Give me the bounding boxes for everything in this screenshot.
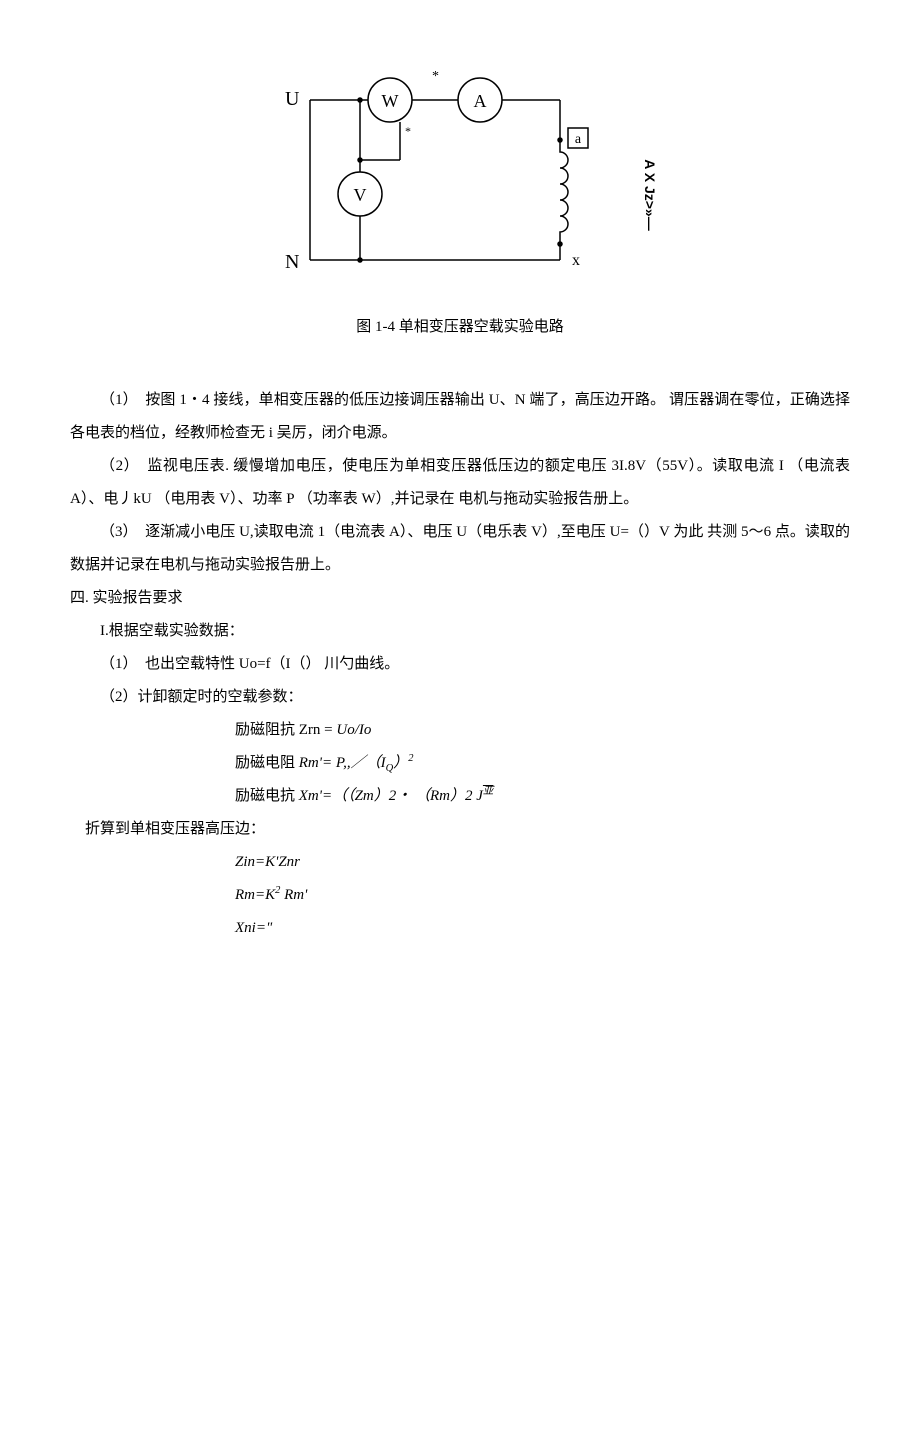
calc-line-2: 励磁电阻 Rm'= P,,／（IQ）2 (70, 747, 850, 780)
calc2-sup: 2 (408, 753, 413, 764)
label-A: A (474, 91, 487, 111)
sub-1b: （2）计卸额定时的空载参数： (70, 681, 850, 714)
calc2-label: 励磁电阻 (235, 755, 299, 771)
label-U: U (285, 88, 300, 110)
fold-line: 折算到单相变压器高压边： (70, 813, 850, 846)
calc-line-5: Rm=K2 Rm' (70, 879, 850, 912)
calc3-over: 亚 (483, 786, 494, 797)
calc1-label: 励磁阻抗 Zrn = (235, 722, 336, 738)
label-x: x (572, 252, 580, 269)
calc-line-6: Xni=" (70, 912, 850, 945)
paragraph-1: （1） 按图 1・4 接线，单相变压器的低压边接调压器输出 U、N 端了，高压边… (70, 384, 850, 450)
calc4-f: Zin=K'Znr (235, 854, 300, 870)
label-V: V (354, 185, 367, 205)
paragraph-3: （3） 逐渐减小电压 U,读取电流 1（电流表 A）、电压 U（电乐表 V）,至… (70, 516, 850, 582)
calc2-fc: ） (393, 755, 408, 771)
label-N: N (285, 251, 299, 273)
calc3-label: 励磁电抗 (235, 788, 299, 804)
figure-caption: 图 1-4 单相变压器空载实验电路 (70, 311, 850, 344)
star-icon-2: * (405, 124, 411, 138)
paragraph-2: （2） 监视电压表. 缓慢增加电压，使电压为单相变压器低压边的额定电压 3I.8… (70, 450, 850, 516)
sub-1: I.根据空载实验数据： (70, 615, 850, 648)
calc6-f: Xni=" (235, 920, 272, 936)
label-W: W (382, 91, 399, 111)
circuit-diagram: U N W * A a x (200, 60, 720, 290)
star-icon: * (432, 69, 439, 84)
label-a: a (575, 132, 582, 147)
calc2-fa: Rm'= P,,／（I (299, 755, 386, 771)
calc5-c: Rm' (280, 887, 307, 903)
calc-line-3: 励磁电抗 Xm'=（（Zm）2・ （Rm）2 J亚 (70, 780, 850, 813)
calc-line-4: Zin=K'Znr (70, 846, 850, 879)
calc3-fa: Xm'=（（Zm）2・ （Rm）2 J (299, 788, 483, 804)
sub-1a: （1） 也出空载特性 Uo=f（I（） 川勺曲线。 (70, 648, 850, 681)
section-heading: 四. 实验报告要求 (70, 582, 850, 615)
side-label: A X Jz>»— (642, 159, 658, 230)
calc1-formula: Uo/Io (336, 722, 371, 738)
figure-block: U N W * A a x (70, 60, 850, 344)
calc-line-1: 励磁阻抗 Zrn = Uo/Io (70, 714, 850, 747)
calc5-a: Rm=K (235, 887, 275, 903)
